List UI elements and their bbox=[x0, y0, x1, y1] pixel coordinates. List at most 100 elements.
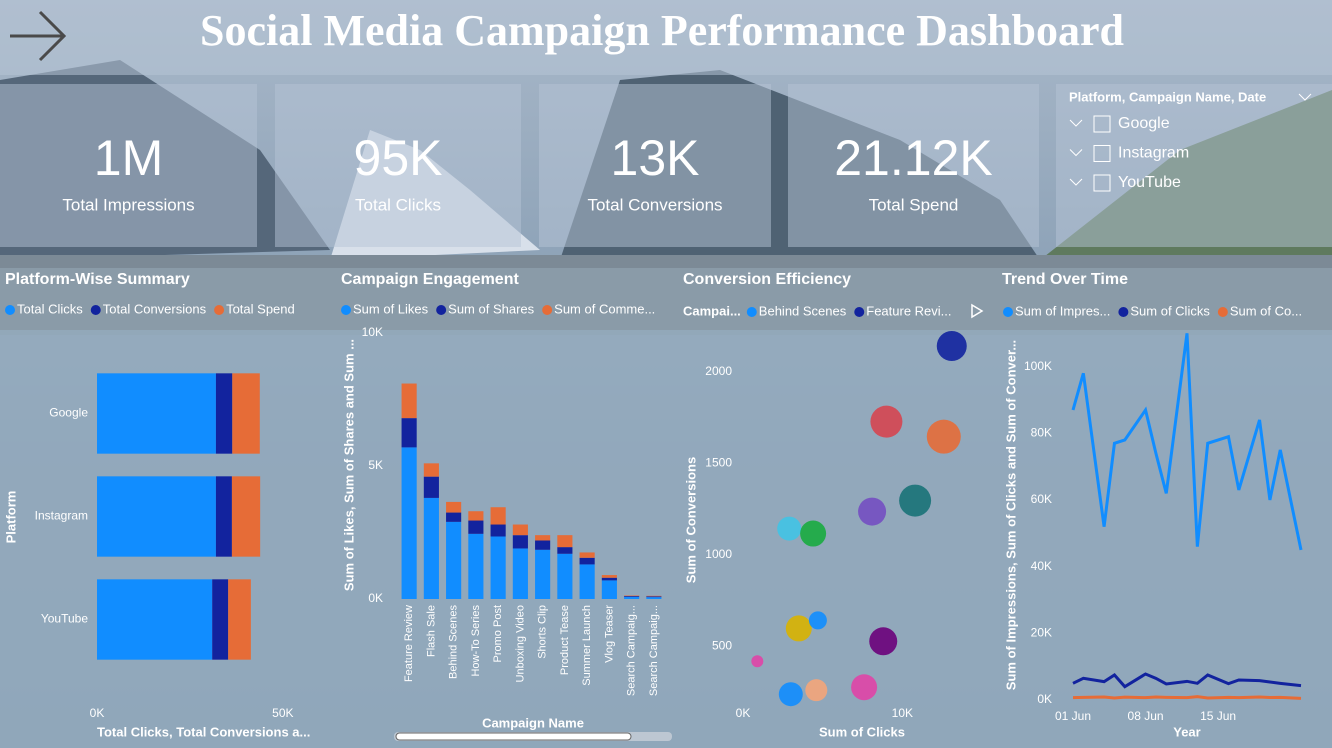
bubble bbox=[778, 682, 803, 707]
chart-title: Trend Over Time bbox=[1002, 271, 1128, 288]
legend-label: Sum of Impres... bbox=[1015, 303, 1110, 318]
bar-segment bbox=[624, 595, 640, 597]
legend-dot bbox=[1118, 307, 1129, 317]
bar-segment bbox=[212, 579, 229, 660]
legend-dot bbox=[341, 305, 351, 315]
bubble bbox=[851, 674, 878, 701]
kpi-value: 95K bbox=[354, 130, 443, 186]
bar-segment bbox=[624, 596, 640, 599]
slicer-item[interactable]: Instagram bbox=[1118, 145, 1189, 162]
kpi-value: 13K bbox=[611, 130, 700, 186]
legend-label: Feature Revi... bbox=[866, 303, 951, 318]
bar-segment bbox=[646, 595, 662, 597]
kpi-label: Total Clicks bbox=[355, 195, 441, 214]
legend-label: Total Spend bbox=[226, 301, 295, 316]
kpi-value: 21.12K bbox=[834, 130, 992, 186]
checkbox[interactable] bbox=[1093, 145, 1111, 162]
bar-segment bbox=[601, 577, 617, 581]
y-tick-label: 10K bbox=[362, 325, 383, 339]
legend-dot bbox=[1217, 307, 1228, 317]
slicer-chevron[interactable] bbox=[1298, 93, 1312, 101]
bar-segment bbox=[423, 497, 439, 599]
kpi-card bbox=[275, 84, 521, 247]
x-tick-label: Search Campaig... bbox=[648, 605, 660, 696]
y-tick-label: 1500 bbox=[705, 455, 732, 469]
line bbox=[1072, 672, 1302, 689]
x-tick-label: How-To Series bbox=[470, 605, 482, 677]
y-tick-label: 500 bbox=[712, 639, 732, 653]
bubble bbox=[751, 655, 764, 668]
back-arrow[interactable] bbox=[10, 10, 67, 62]
bar-segment bbox=[535, 535, 551, 541]
x-tick-label: Promo Post bbox=[492, 605, 504, 662]
legend-label: Sum of Likes bbox=[353, 301, 429, 316]
bar-segment bbox=[401, 447, 417, 599]
bar-segment bbox=[579, 552, 595, 558]
legend-dot bbox=[746, 307, 757, 317]
dashboard-title: Social Media Campaign Performance Dashbo… bbox=[200, 6, 1124, 55]
legend-label: Behind Scenes bbox=[759, 303, 847, 318]
bar-segment bbox=[535, 549, 551, 599]
bar-segment bbox=[557, 547, 573, 554]
y-tick-label: 2000 bbox=[705, 364, 732, 378]
chart-title: Conversion Efficiency bbox=[683, 271, 851, 288]
bar-segment bbox=[579, 557, 595, 565]
kpi-value: 1M bbox=[94, 130, 163, 186]
legend-dot bbox=[854, 307, 865, 317]
slicer-title: Platform, Campaign Name, Date bbox=[1069, 89, 1266, 104]
bar-segment bbox=[97, 579, 213, 660]
bar-segment bbox=[215, 476, 232, 557]
slicer-items: Google Instagram YouTube bbox=[1069, 115, 1189, 192]
kpi-card bbox=[0, 84, 257, 247]
x-tick-label: Search Campaig... bbox=[626, 605, 638, 696]
scrollbar-thumb[interactable] bbox=[395, 732, 632, 741]
x-axis-title: Sum of Clicks bbox=[819, 724, 905, 739]
kpi-label: Total Impressions bbox=[62, 195, 194, 214]
kpi-card bbox=[788, 84, 1039, 247]
kpi-label: Total Spend bbox=[869, 195, 959, 214]
legend-label: Total Conversions bbox=[103, 301, 207, 316]
expand-chevron[interactable] bbox=[1069, 178, 1083, 186]
bar-segment bbox=[490, 536, 506, 599]
bar-segment bbox=[490, 524, 506, 537]
expand-chevron[interactable] bbox=[1069, 149, 1083, 157]
expand-chevron[interactable] bbox=[1069, 119, 1083, 127]
slicer-item[interactable]: Google bbox=[1118, 115, 1170, 132]
y-tick-label: 5K bbox=[368, 458, 383, 472]
bar-segment bbox=[535, 540, 551, 550]
y-tick-label: Google bbox=[49, 406, 88, 420]
x-axis-title: Year bbox=[1173, 724, 1200, 739]
bar-segment bbox=[231, 476, 261, 557]
x-tick-label: Flash Sale bbox=[425, 605, 437, 657]
legend-dot bbox=[214, 305, 225, 315]
slicer-item[interactable]: YouTube bbox=[1118, 174, 1181, 191]
bubble bbox=[805, 679, 828, 702]
chart-title: Platform-Wise Summary bbox=[5, 271, 190, 288]
y-tick-label: 100K bbox=[1024, 359, 1052, 373]
bar-segment bbox=[512, 548, 528, 599]
bar-segment bbox=[97, 373, 216, 454]
bar-segment bbox=[446, 501, 462, 513]
bar-segment bbox=[646, 596, 662, 598]
checkbox[interactable] bbox=[1093, 174, 1111, 192]
kpi-label: Total Conversions bbox=[587, 195, 722, 214]
x-tick-label: 0K bbox=[736, 706, 751, 720]
x-tick-label: Behind Scenes bbox=[448, 605, 460, 679]
bubble bbox=[785, 615, 812, 642]
y-axis-title: Platform bbox=[3, 491, 18, 544]
bubble bbox=[858, 497, 887, 526]
y-tick-label: 0K bbox=[368, 591, 383, 605]
slicer-panel bbox=[1056, 84, 1332, 247]
bar-segment bbox=[624, 596, 640, 597]
bubble bbox=[808, 611, 827, 630]
rocks bbox=[0, 255, 1332, 335]
bar-segment bbox=[468, 533, 484, 599]
legend-next[interactable] bbox=[971, 303, 984, 319]
checkbox[interactable] bbox=[1093, 115, 1111, 133]
bar-segment bbox=[423, 463, 439, 477]
bubble bbox=[869, 627, 898, 656]
bar-segment bbox=[601, 580, 617, 599]
legend-dot bbox=[1003, 307, 1013, 317]
